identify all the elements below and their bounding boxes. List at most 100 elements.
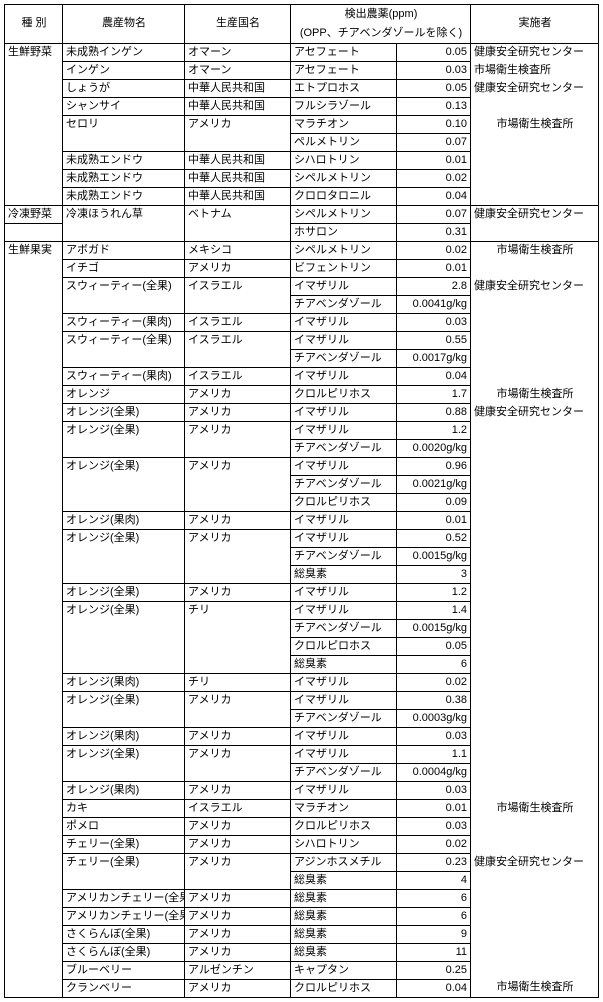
cell	[5, 638, 63, 656]
cell: チリ	[185, 674, 291, 692]
cell: 健康安全研究センター	[471, 278, 599, 296]
cell	[471, 332, 599, 350]
cell: 生鮮果実	[5, 242, 63, 260]
cell	[63, 350, 185, 368]
cell: イスラエル	[185, 800, 291, 818]
cell: 0.03	[397, 62, 471, 80]
cell: 0.0021g/kg	[397, 476, 471, 494]
cell	[471, 350, 599, 368]
cell	[5, 764, 63, 782]
cell: スウィーティー(全果)	[63, 332, 185, 350]
cell: 市場衛生検査所	[471, 386, 599, 404]
cell	[63, 656, 185, 674]
cell: オマーン	[185, 62, 291, 80]
table-row: チアベンダゾール0.0004g/kg	[5, 764, 599, 782]
cell: 0.03	[397, 314, 471, 332]
cell: 0.23	[397, 854, 471, 872]
hdr-pesticide-sub: (OPP、チアベンダゾールを除く)	[291, 24, 471, 44]
table-row: スウィーティー(全果)イスラエルイマザリル2.8健康安全研究センター	[5, 278, 599, 296]
cell: アメリカ	[185, 116, 291, 134]
hdr-org: 実施者	[471, 5, 599, 44]
cell: アメリカ	[185, 890, 291, 908]
cell: 0.02	[397, 836, 471, 854]
cell	[5, 746, 63, 764]
table-row: 冷凍野菜冷凍ほうれん草ベトナムシペルメトリン0.07健康安全研究センター	[5, 206, 599, 224]
cell: アメリカ	[185, 512, 291, 530]
cell: チアベンダゾール	[291, 350, 397, 368]
cell: アメリカ	[185, 386, 291, 404]
cell: イマザリル	[291, 404, 397, 422]
cell: スウィーティー(果肉)	[63, 314, 185, 332]
cell	[5, 386, 63, 404]
cell: 総臭素	[291, 656, 397, 674]
cell	[63, 476, 185, 494]
cell	[185, 134, 291, 152]
cell: 1.7	[397, 386, 471, 404]
cell: チアベンダゾール	[291, 620, 397, 638]
cell	[5, 656, 63, 674]
cell: 市場衛生検査所	[471, 116, 599, 134]
cell	[471, 152, 599, 170]
cell	[5, 512, 63, 530]
cell: フルシラゾール	[291, 98, 397, 116]
cell	[471, 908, 599, 926]
cell: オレンジ(全果)	[63, 584, 185, 602]
cell: 健康安全研究センター	[471, 206, 599, 224]
table-row: 未成熟エンドウ中華人民共和国シハロトリン0.01	[5, 152, 599, 170]
cell	[5, 782, 63, 800]
cell: エトプロホス	[291, 80, 397, 98]
cell: シハロトリン	[291, 836, 397, 854]
cell: 4	[397, 872, 471, 890]
cell: 0.38	[397, 692, 471, 710]
cell	[471, 512, 599, 530]
cell	[5, 674, 63, 692]
cell: イスラエル	[185, 278, 291, 296]
cell	[471, 836, 599, 854]
cell	[471, 98, 599, 116]
cell: 0.01	[397, 152, 471, 170]
cell	[471, 944, 599, 962]
cell	[471, 818, 599, 836]
cell: 0.10	[397, 116, 471, 134]
cell	[185, 638, 291, 656]
table-row: チアベンダゾール0.0020g/kg	[5, 440, 599, 458]
cell: 2.8	[397, 278, 471, 296]
table-row: オレンジ(全果)アメリカイマザリル0.88健康安全研究センター	[5, 404, 599, 422]
cell: 0.0017g/kg	[397, 350, 471, 368]
cell: ホサロン	[291, 224, 397, 242]
cell	[5, 80, 63, 98]
cell	[471, 458, 599, 476]
table-row: オレンジ(全果)アメリカイマザリル0.38	[5, 692, 599, 710]
cell	[471, 530, 599, 548]
table-row: チアベンダゾール0.0017g/kg	[5, 350, 599, 368]
cell: 生鮮野菜	[5, 44, 63, 62]
cell: しょうが	[63, 80, 185, 98]
cell	[63, 620, 185, 638]
cell: アメリカ	[185, 854, 291, 872]
table-row: チアベンダゾール0.0003g/kg	[5, 710, 599, 728]
table-row: ポメロアメリカクロルピリホス0.03	[5, 818, 599, 836]
cell: イマザリル	[291, 728, 397, 746]
cell	[185, 872, 291, 890]
table-row: 総臭素3	[5, 566, 599, 584]
table-row: 生鮮野菜未成熟インゲンオマーンアセフェート0.05健康安全研究センター	[5, 44, 599, 62]
cell	[471, 422, 599, 440]
cell	[5, 296, 63, 314]
cell	[185, 548, 291, 566]
cell	[471, 314, 599, 332]
cell: 総臭素	[291, 944, 397, 962]
cell	[63, 548, 185, 566]
cell: アメリカ	[185, 422, 291, 440]
cell: オレンジ(果肉)	[63, 674, 185, 692]
table-row: 総臭素6	[5, 656, 599, 674]
cell	[5, 908, 63, 926]
cell	[185, 764, 291, 782]
cell: 6	[397, 890, 471, 908]
table-row: チェリー(全果)アメリカシハロトリン0.02	[5, 836, 599, 854]
cell: カキ	[63, 800, 185, 818]
cell: クロロタロニル	[291, 188, 397, 206]
table-row: しょうが中華人民共和国エトプロホス0.05健康安全研究センター	[5, 80, 599, 98]
cell: 0.0041g/kg	[397, 296, 471, 314]
cell: マラチオン	[291, 116, 397, 134]
cell: 0.04	[397, 980, 471, 998]
